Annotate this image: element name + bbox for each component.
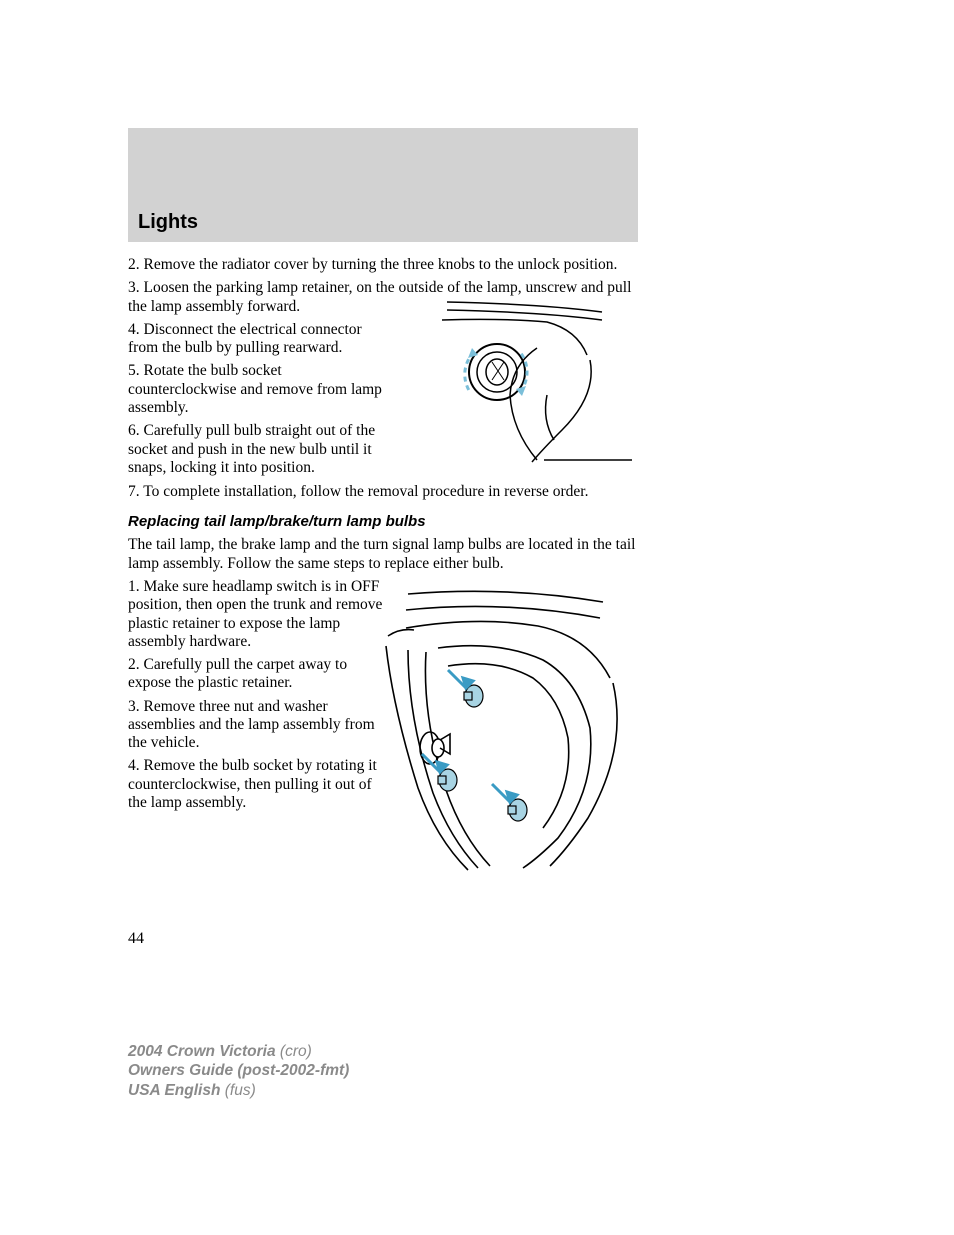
tail-step-1: 1. Make sure headlamp switch is in OFF p… [128, 578, 388, 651]
footer-line-2: Owners Guide (post-2002-fmt) [128, 1061, 349, 1080]
step-4: 4. Disconnect the electrical connector f… [128, 321, 388, 358]
tail-lamp-diagram [378, 588, 652, 874]
footer-model-code: (cro) [280, 1043, 312, 1060]
intro-tail-lamp: The tail lamp, the brake lamp and the tu… [128, 536, 638, 573]
tail-step-2: 2. Carefully pull the carpet away to exp… [128, 656, 388, 693]
section-title: Lights [128, 203, 638, 242]
footer: 2004 Crown Victoria (cro) Owners Guide (… [128, 1042, 349, 1100]
footer-guide: Owners Guide (post-2002-fmt) [128, 1062, 349, 1079]
step-6: 6. Carefully pull bulb straight out of t… [128, 422, 388, 477]
subheading-replacing-tail-lamp: Replacing tail lamp/brake/turn lamp bulb… [128, 513, 638, 530]
footer-line-1: 2004 Crown Victoria (cro) [128, 1042, 349, 1061]
tail-step-3: 3. Remove three nut and washer assemblie… [128, 698, 388, 753]
step-5: 5. Rotate the bulb socket counterclockwi… [128, 362, 388, 417]
footer-lang: USA English [128, 1082, 220, 1099]
footer-model: 2004 Crown Victoria [128, 1043, 276, 1060]
footer-line-3: USA English (fus) [128, 1081, 349, 1100]
footer-lang-code: (fus) [225, 1082, 256, 1099]
step-2: 2. Remove the radiator cover by turning … [128, 256, 638, 274]
tail-step-4: 4. Remove the bulb socket by rotating it… [128, 757, 388, 812]
page-number: 44 [128, 930, 144, 948]
parking-lamp-diagram [392, 300, 642, 468]
step-7: 7. To complete installation, follow the … [128, 483, 638, 501]
header-grey-bar [128, 128, 638, 203]
